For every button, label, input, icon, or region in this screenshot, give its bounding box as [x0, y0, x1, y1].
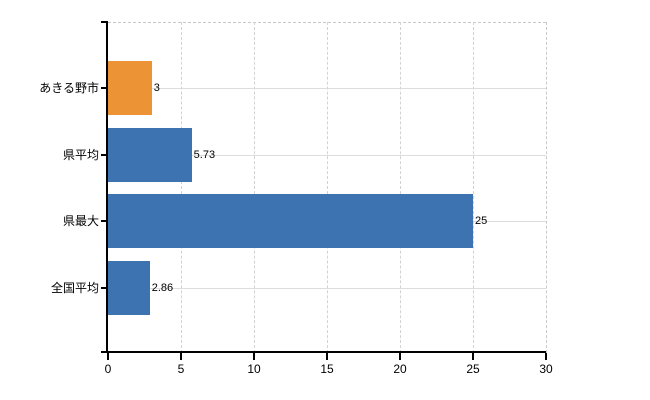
gridline-vertical [254, 22, 255, 353]
category-label: 県最大 [62, 214, 99, 228]
x-axis-tick [180, 353, 182, 360]
x-tick-label: 5 [177, 362, 185, 376]
y-axis-tick [101, 287, 108, 289]
gridline-vertical [473, 22, 474, 353]
x-axis-tick [253, 353, 255, 360]
chart-bar [108, 61, 152, 115]
plot-border-right [546, 22, 547, 353]
x-axis-tick [472, 353, 474, 360]
chart-bar [108, 194, 473, 248]
value-label: 5.73 [193, 149, 216, 161]
gridline-vertical [400, 22, 401, 353]
x-axis-tick [107, 353, 109, 360]
gridline-vertical [327, 22, 328, 353]
gridline-horizontal [108, 288, 546, 289]
y-axis-top-tick [101, 21, 108, 23]
chart-bar [108, 261, 150, 315]
value-label: 3 [153, 82, 160, 94]
y-axis-tick [101, 220, 108, 222]
category-label: 県平均 [62, 148, 99, 162]
x-tick-label: 30 [539, 362, 553, 376]
y-axis-line [106, 22, 108, 353]
x-tick-label: 15 [320, 362, 334, 376]
category-label: あきる野市 [39, 81, 99, 95]
x-axis-tick [545, 353, 547, 360]
gridline-horizontal [108, 155, 546, 156]
category-label: 全国平均 [50, 281, 99, 295]
gridline-horizontal [108, 88, 546, 89]
x-tick-label: 10 [247, 362, 261, 376]
value-label: 2.86 [151, 282, 174, 294]
x-axis-tick [399, 353, 401, 360]
x-tick-label: 25 [466, 362, 480, 376]
y-axis-tick [101, 87, 108, 89]
value-label: 25 [475, 215, 488, 227]
x-tick-label: 20 [393, 362, 407, 376]
x-axis-tick [326, 353, 328, 360]
x-axis-line [101, 351, 546, 353]
chart-bar [108, 128, 192, 182]
x-tick-label: 0 [104, 362, 112, 376]
y-axis-tick [101, 154, 108, 156]
gridline-vertical [181, 22, 182, 353]
